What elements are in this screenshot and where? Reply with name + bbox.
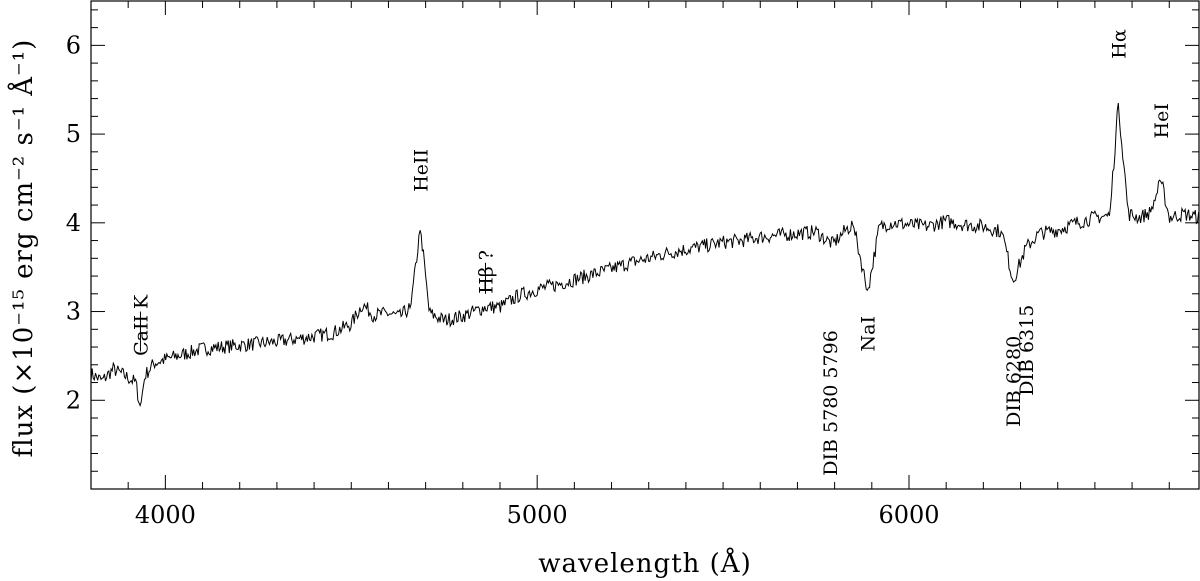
annotation-label: DIB 6315 bbox=[1016, 305, 1038, 396]
spectrum-line bbox=[90, 102, 1200, 407]
annotation-label: HeI bbox=[1151, 103, 1173, 138]
annotation-label: DIB 6280 bbox=[1003, 336, 1025, 427]
x-tick-label: 6000 bbox=[878, 501, 939, 529]
y-tick-label: 2 bbox=[66, 386, 81, 414]
y-tick-label: 4 bbox=[66, 209, 81, 237]
annotation-label: NaI bbox=[858, 316, 880, 351]
axis-ticks bbox=[90, 1, 1199, 489]
y-tick-label: 5 bbox=[66, 120, 81, 148]
annotation-label: CaII K bbox=[131, 294, 153, 356]
plot-frame bbox=[90, 0, 1200, 490]
y-tick-label: 3 bbox=[66, 298, 81, 326]
annotation-label: Hβ ? bbox=[476, 250, 498, 294]
y-axis-label: flux (×10⁻¹⁵ erg cm⁻² s⁻¹ Å⁻¹) bbox=[7, 39, 39, 458]
y-tick-label: 6 bbox=[66, 31, 81, 59]
annotation-label: DIB 5780 5796 bbox=[820, 330, 842, 476]
annotation-label: Hα bbox=[1108, 29, 1130, 59]
x-axis-label: wavelength (Å) bbox=[538, 547, 751, 579]
annotation-label: HeII bbox=[410, 149, 432, 192]
axis-tick-labels: 4000 5000 6000 2 3 4 5 6 bbox=[66, 31, 940, 529]
line-annotations: CaII K HeII Hβ ? DIB 5780 5796 NaI DIB 6280DI… bbox=[131, 29, 1174, 476]
x-tick-label: 5000 bbox=[507, 501, 568, 529]
x-tick-label: 4000 bbox=[135, 501, 196, 529]
